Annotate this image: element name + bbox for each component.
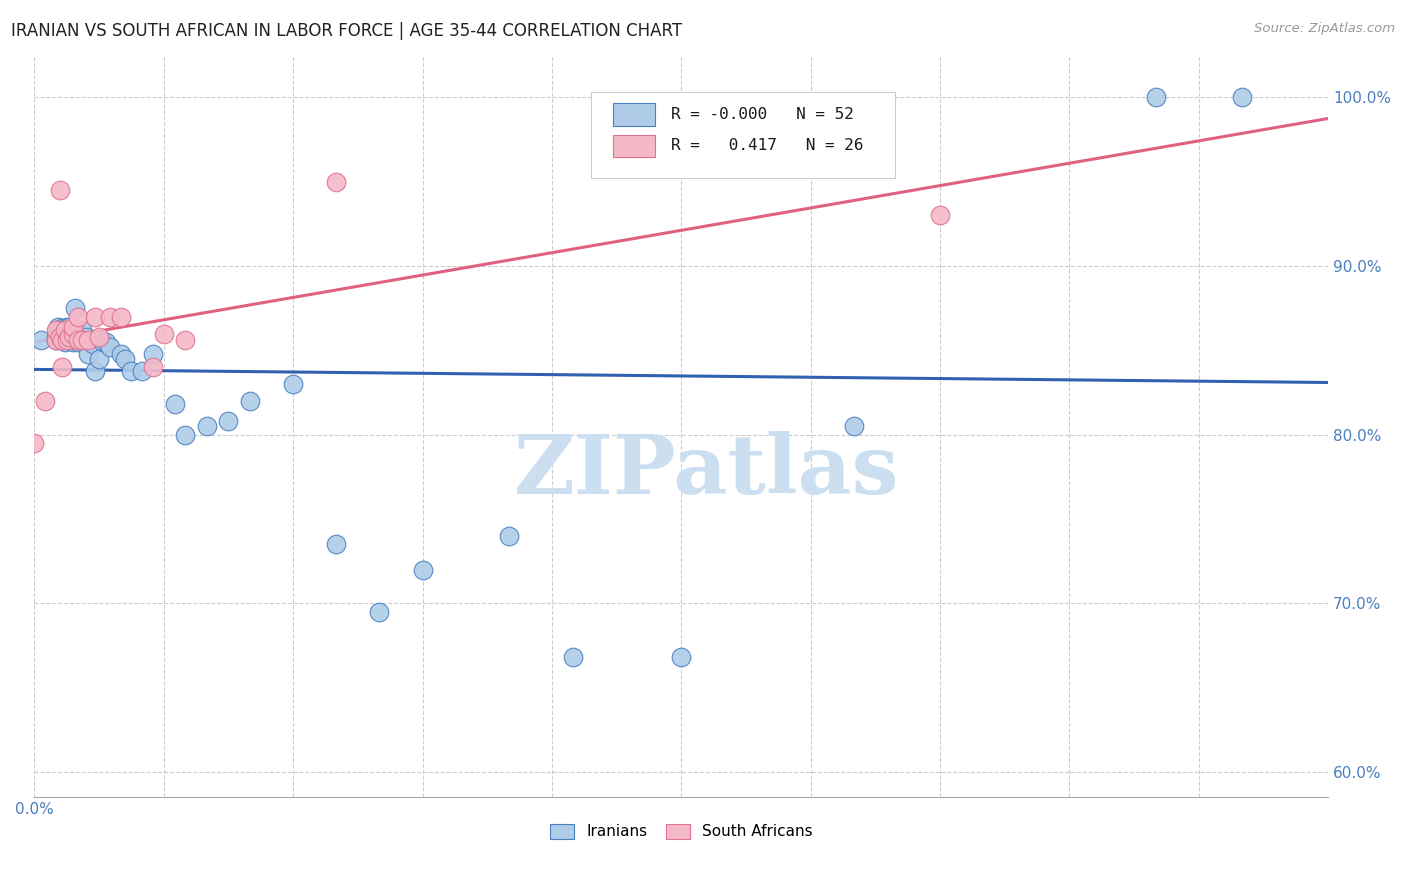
Point: [69, 333, 91, 347]
Point: [842, 419, 865, 434]
Point: [55, 319, 77, 334]
Point: [49, 330, 72, 344]
Point: [174, 427, 197, 442]
Point: [412, 563, 434, 577]
Point: [30, 333, 52, 347]
Point: [51, 333, 73, 347]
Point: [83, 310, 105, 324]
Point: [75, 330, 97, 344]
Point: [45, 333, 67, 347]
Point: [281, 377, 304, 392]
Point: [120, 363, 142, 377]
Point: [98, 340, 121, 354]
Point: [51, 326, 73, 341]
Point: [142, 347, 165, 361]
Point: [51, 333, 73, 347]
Point: [325, 175, 347, 189]
Point: [110, 347, 132, 361]
FancyBboxPatch shape: [591, 92, 894, 178]
Point: [46, 319, 69, 334]
Point: [45, 330, 67, 344]
Point: [195, 419, 218, 434]
Point: [239, 394, 262, 409]
Point: [368, 605, 391, 619]
Point: [62, 319, 84, 334]
Point: [53, 323, 76, 337]
Point: [98, 310, 121, 324]
Point: [93, 334, 115, 349]
Point: [51, 360, 73, 375]
Point: [77, 333, 100, 347]
Point: [73, 333, 96, 347]
Point: [82, 336, 104, 351]
Point: [55, 333, 77, 347]
Point: [66, 333, 89, 347]
Text: R =   0.417   N = 26: R = 0.417 N = 26: [671, 138, 863, 153]
Text: IRANIAN VS SOUTH AFRICAN IN LABOR FORCE | AGE 35-44 CORRELATION CHART: IRANIAN VS SOUTH AFRICAN IN LABOR FORCE …: [11, 22, 682, 40]
Point: [62, 326, 84, 341]
Point: [131, 363, 153, 377]
Legend: Iranians, South Africans: Iranians, South Africans: [544, 818, 820, 846]
Point: [58, 333, 80, 347]
Point: [53, 323, 76, 337]
Point: [51, 321, 73, 335]
FancyBboxPatch shape: [613, 135, 655, 157]
Point: [62, 330, 84, 344]
Point: [498, 529, 520, 543]
Point: [66, 326, 89, 341]
Point: [49, 183, 72, 197]
Point: [34, 394, 56, 409]
Text: ZIPatlas: ZIPatlas: [515, 431, 900, 511]
Text: Source: ZipAtlas.com: Source: ZipAtlas.com: [1254, 22, 1395, 36]
Point: [58, 326, 80, 341]
Point: [929, 208, 952, 222]
Point: [62, 334, 84, 349]
Point: [1144, 90, 1167, 104]
Point: [174, 333, 197, 347]
Point: [562, 650, 585, 665]
Point: [671, 650, 693, 665]
Point: [22, 436, 45, 450]
Point: [53, 334, 76, 349]
Point: [94, 334, 117, 349]
Point: [114, 351, 136, 366]
Point: [142, 360, 165, 375]
Point: [66, 334, 89, 349]
Text: R = -0.000   N = 52: R = -0.000 N = 52: [671, 107, 853, 122]
Point: [83, 363, 105, 377]
Point: [70, 333, 93, 347]
Point: [217, 414, 239, 428]
Point: [87, 351, 110, 366]
FancyBboxPatch shape: [613, 103, 655, 126]
Point: [65, 301, 87, 316]
Point: [1230, 90, 1253, 104]
Point: [77, 347, 100, 361]
Point: [66, 310, 89, 324]
Point: [110, 310, 132, 324]
Point: [55, 333, 77, 347]
Point: [87, 330, 110, 344]
Point: [70, 323, 93, 337]
Point: [163, 397, 186, 411]
Point: [58, 319, 80, 334]
Point: [55, 326, 77, 341]
Point: [60, 326, 83, 341]
Point: [325, 537, 347, 551]
Point: [152, 326, 174, 341]
Point: [45, 323, 67, 337]
Point: [58, 330, 80, 344]
Point: [45, 333, 67, 347]
